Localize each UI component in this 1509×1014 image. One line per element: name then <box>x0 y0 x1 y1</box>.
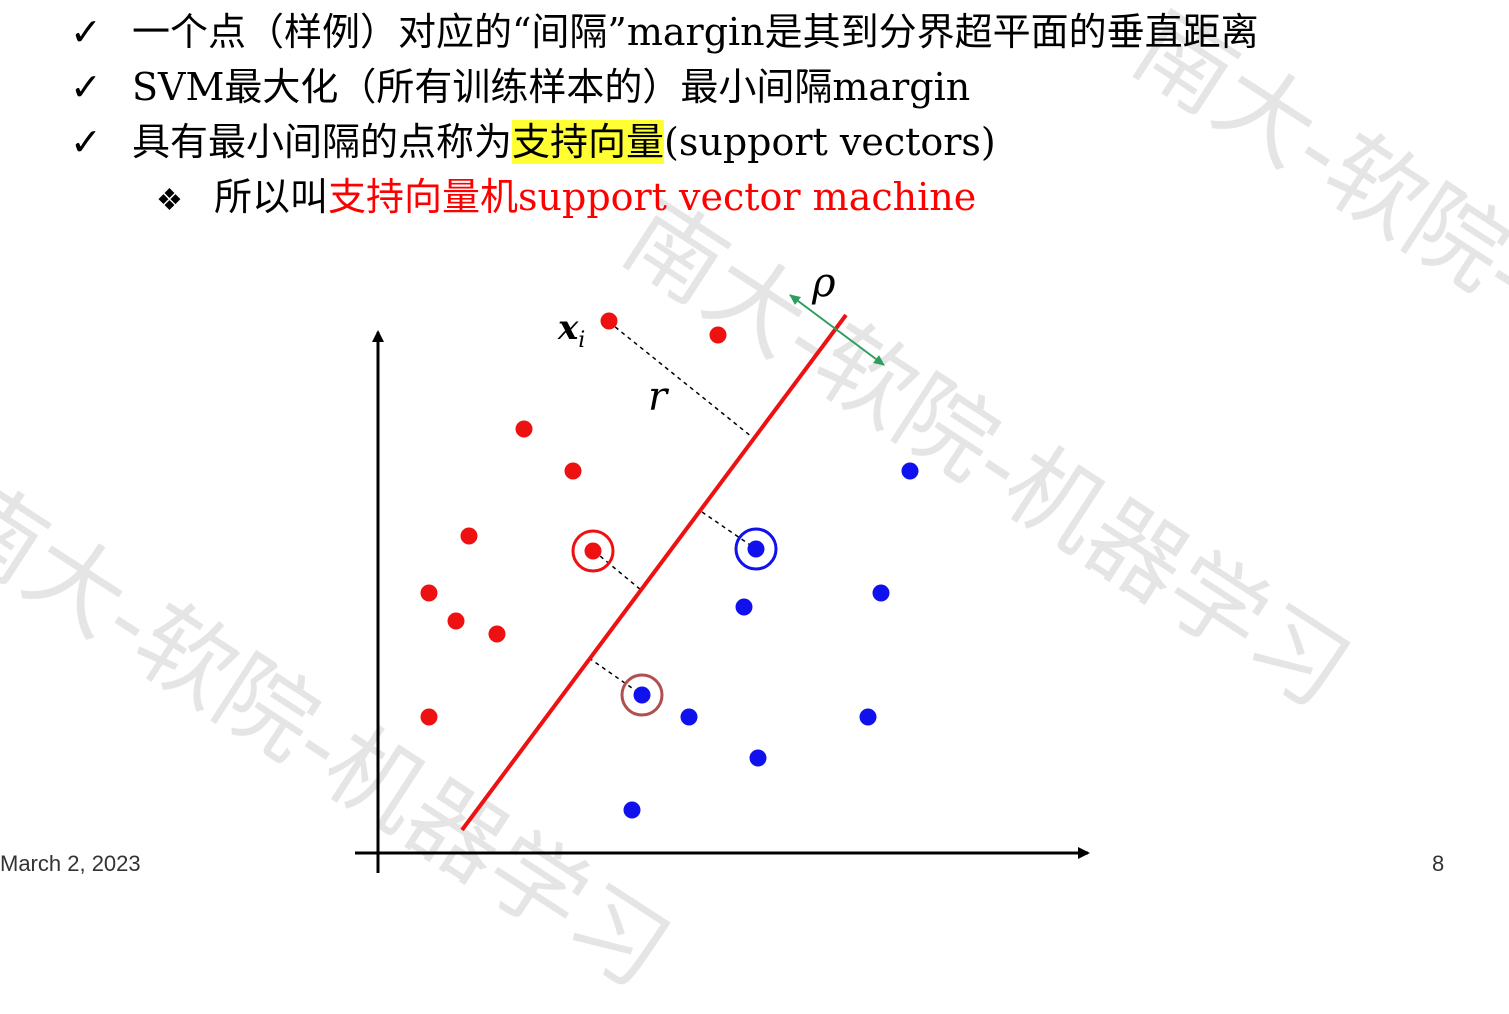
bullet-text: 所以叫 <box>214 175 329 219</box>
footer-date: March 2, 2023 <box>0 851 141 876</box>
support-vector-ring-blue-2 <box>620 673 664 717</box>
sub-bullet-svm-name: ❖ 所以叫支持向量机support vector machine <box>156 174 976 224</box>
red-point <box>460 527 478 545</box>
support-vector-ring-blue <box>734 527 778 571</box>
bullet-svm-maximize: ✓ SVM最大化（所有训练样本的）最小间隔margin <box>70 64 970 110</box>
blue-point <box>749 749 767 767</box>
red-point <box>584 542 602 560</box>
red-point <box>564 462 582 480</box>
checkmark-icon: ✓ <box>70 10 102 54</box>
label-r: r <box>648 374 670 420</box>
label-xi: xi <box>557 308 585 353</box>
page-number: 8 <box>1432 851 1445 876</box>
checkmark-icon: ✓ <box>70 65 102 109</box>
distance-line-xi <box>608 321 753 438</box>
bullet-support-vectors: ✓ 具有最小间隔的点称为支持向量(support vectors) <box>70 119 996 165</box>
distance-line-sv-blue <box>701 511 757 550</box>
bullet-margin-definition: ✓ 一个点（样例）对应的“间隔”margin是其到分界超平面的垂直距离 <box>70 9 1259 55</box>
blue-point <box>680 708 698 726</box>
blue-point <box>747 540 765 558</box>
red-point <box>600 312 618 330</box>
blue-point <box>633 686 651 704</box>
highlighted-term: 支持向量 <box>512 120 665 164</box>
blue-point <box>623 801 641 819</box>
bullet-text: 具有最小间隔的点称为 <box>132 120 513 164</box>
distance-line-sv-red <box>593 550 642 591</box>
decision-boundary <box>460 313 848 832</box>
red-point <box>447 612 465 630</box>
blue-point <box>901 462 919 480</box>
red-point <box>709 326 727 344</box>
blue-point <box>872 584 890 602</box>
label-xi-subscript: i <box>578 328 585 353</box>
bullet-text: 一个点（样例）对应的“间隔”margin是其到分界超平面的垂直距离 <box>132 10 1259 54</box>
checkmark-icon: ✓ <box>70 120 102 164</box>
distance-line-sv-blue-2 <box>588 657 643 696</box>
margin-arrow <box>789 294 885 366</box>
blue-point <box>735 598 753 616</box>
label-xi-base: x <box>557 308 579 348</box>
red-term: 支持向量机support vector machine <box>328 175 977 219</box>
red-point <box>515 420 533 438</box>
blue-point <box>859 708 877 726</box>
bullet-text: (support vectors) <box>664 120 996 164</box>
red-point <box>420 708 438 726</box>
red-point <box>420 584 438 602</box>
label-rho: ρ <box>811 260 836 306</box>
diamond-bullet-icon: ❖ <box>156 183 183 218</box>
svm-margin-diagram: xi r ρ <box>355 260 1090 873</box>
support-vector-ring-red <box>571 529 615 573</box>
bullet-text: SVM最大化（所有训练样本的）最小间隔margin <box>132 65 971 109</box>
red-point <box>488 625 506 643</box>
